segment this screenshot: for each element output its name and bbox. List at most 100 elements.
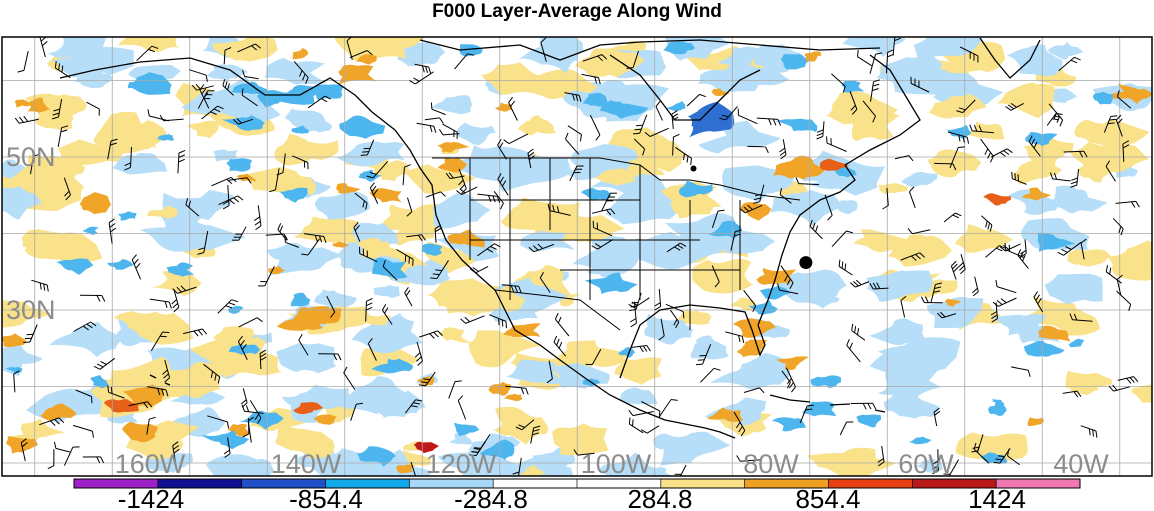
weak-positive-contour — [24, 228, 103, 263]
coastline — [689, 424, 736, 439]
wind-barb — [326, 295, 336, 318]
positive-contour — [733, 318, 776, 338]
wind-barb — [877, 445, 885, 467]
wind-barb — [353, 221, 361, 242]
wind-barb — [892, 37, 901, 56]
wind-barb — [418, 371, 436, 387]
lat-label-30n: 30N — [6, 295, 56, 325]
wind-barb — [980, 138, 994, 163]
wind-barb — [402, 164, 411, 186]
wind-barb — [349, 50, 373, 59]
wind-barb — [779, 188, 792, 204]
weak-positive-contour — [293, 216, 359, 243]
strong-pos-contour — [293, 402, 324, 415]
colorbar-tick-label: -284.8 — [454, 484, 528, 511]
wind-barb — [553, 335, 567, 357]
weak-negative-contour — [456, 122, 496, 146]
positive-contour — [355, 54, 377, 65]
wind-barb — [539, 271, 551, 293]
weak-negative-contour — [865, 270, 933, 302]
weak-negative-contour — [276, 343, 337, 374]
coastline — [419, 39, 881, 61]
wind-barb — [57, 125, 69, 147]
wind-barb — [242, 69, 259, 80]
colorbar-swatch — [74, 479, 159, 488]
wind-barb — [53, 441, 71, 453]
wind-barb — [1080, 425, 1098, 438]
wind-barb — [546, 360, 553, 384]
wind-barb — [1116, 290, 1132, 311]
weak-positive-contour — [57, 139, 123, 166]
weak-positive-contour — [997, 82, 1055, 119]
wind-barb — [632, 114, 648, 135]
wind-barb — [47, 449, 55, 470]
weak-positive-contour — [826, 91, 898, 127]
wind-barb — [700, 367, 721, 383]
wind-barb — [1122, 140, 1130, 162]
weak-negative-contour — [750, 44, 809, 74]
wind-barb — [628, 297, 650, 309]
wind-barb — [1020, 239, 1027, 258]
strong-neg-contour — [687, 101, 735, 138]
wind-barb — [185, 198, 200, 217]
wind-barb — [201, 105, 224, 120]
extreme-pos-contour — [413, 441, 439, 454]
wind-barb — [1112, 217, 1124, 236]
wind-barb — [943, 212, 962, 223]
wind-barb — [454, 53, 475, 70]
positive-contour — [79, 192, 111, 215]
wind-barb — [826, 136, 847, 152]
wind-barb — [191, 83, 214, 91]
wind-barb — [795, 177, 820, 186]
wind-barb — [493, 190, 504, 210]
wind-barb — [442, 123, 458, 139]
lon-label-120w: 120W — [426, 449, 497, 479]
lon-label-40w: 40W — [1053, 449, 1109, 479]
wind-barb — [910, 76, 930, 93]
wind-barb — [831, 73, 846, 93]
positive-contour — [21, 97, 51, 113]
wind-barb — [14, 115, 39, 124]
wind-barb — [565, 132, 580, 155]
wind-barb — [530, 425, 541, 444]
weak-positive-contour — [111, 120, 168, 154]
wind-barb — [816, 121, 825, 140]
wind-barb — [75, 389, 93, 404]
wind-barb — [1117, 376, 1139, 384]
wind-barb — [1007, 449, 1020, 466]
negative-contour — [421, 243, 443, 256]
coastline — [619, 304, 766, 379]
wind-barb — [477, 193, 501, 203]
coastline — [757, 164, 856, 326]
weak-negative-contour — [314, 190, 371, 221]
wind-barb — [1070, 168, 1080, 188]
wind-barb — [73, 321, 97, 332]
weak-negative-contour — [709, 230, 776, 254]
wind-barb — [641, 425, 660, 434]
wind-barb — [228, 177, 252, 184]
wind-barb — [564, 92, 582, 102]
wind-barbs — [13, 37, 1140, 476]
wind-barb — [930, 282, 943, 303]
weak-positive-contour — [1020, 138, 1074, 166]
wind-barb — [63, 177, 71, 201]
wind-barb — [857, 50, 873, 67]
colorbar-swatch — [409, 479, 494, 488]
weak-negative-contour — [926, 296, 984, 329]
weak-negative-contour — [632, 463, 672, 476]
wind-barb — [223, 437, 231, 458]
weak-positive-contour — [1074, 119, 1150, 148]
weak-negative-contour — [913, 37, 983, 60]
wind-barb — [381, 304, 393, 325]
positive-contour — [804, 51, 822, 62]
wind-barb — [1115, 114, 1123, 137]
wind-barb — [307, 95, 331, 109]
negative-contour — [357, 169, 383, 182]
wind-barb — [406, 197, 413, 217]
wind-barb — [736, 455, 762, 462]
weak-negative-contour — [351, 313, 423, 354]
weak-negative-contour — [361, 390, 426, 419]
wind-barb — [1057, 241, 1082, 256]
wind-barb — [956, 99, 976, 114]
wind-barb — [1115, 200, 1140, 208]
